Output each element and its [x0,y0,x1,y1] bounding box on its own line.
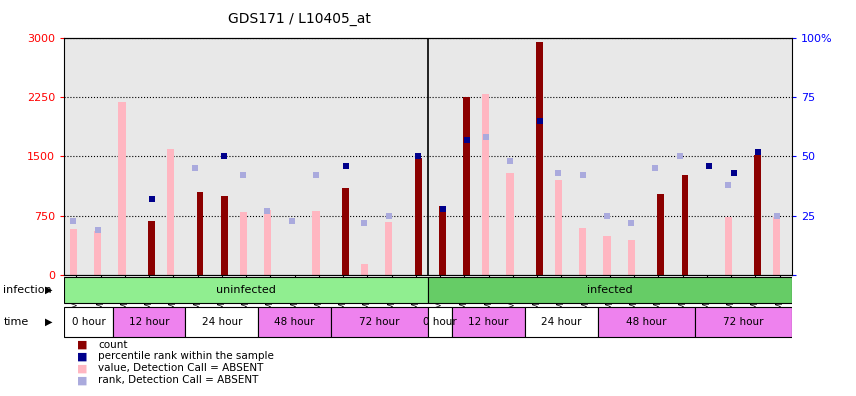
Text: infected: infected [587,285,633,295]
Text: count: count [98,339,128,350]
Bar [773,217,781,275]
Bar [240,212,247,275]
Bar [681,175,688,275]
Text: 24 hour: 24 hour [202,317,242,327]
Bar [264,210,271,275]
Text: 0 hour: 0 hour [72,317,105,327]
Bar [597,307,695,337]
Bar [695,307,792,337]
Bar [555,180,562,275]
Bar [725,217,732,275]
Bar [452,307,525,337]
Bar [118,102,126,275]
Text: 24 hour: 24 hour [541,317,581,327]
Bar [482,94,490,275]
Text: 12 hour: 12 hour [468,317,508,327]
Bar [70,229,77,275]
Bar [754,155,761,275]
Text: ■: ■ [77,363,87,373]
Text: 48 hour: 48 hour [626,317,667,327]
Bar [94,231,101,275]
Text: ▶: ▶ [45,285,52,295]
Bar [385,222,392,275]
Bar [221,196,228,275]
Text: 48 hour: 48 hour [275,317,315,327]
Text: ▶: ▶ [45,317,52,327]
Bar [342,188,349,275]
Text: ■: ■ [77,351,87,362]
Bar [186,307,259,337]
Bar [259,307,331,337]
Bar [627,240,635,275]
Bar [361,264,368,275]
Bar [603,236,610,275]
Text: 0 hour: 0 hour [423,317,457,327]
Text: infection: infection [3,285,52,295]
Bar [312,211,319,275]
Text: value, Detection Call = ABSENT: value, Detection Call = ABSENT [98,363,264,373]
Bar [580,228,586,275]
Bar [197,192,204,275]
Bar [657,194,664,275]
Text: percentile rank within the sample: percentile rank within the sample [98,351,274,362]
Text: rank, Detection Call = ABSENT: rank, Detection Call = ABSENT [98,375,259,385]
Bar [428,307,452,337]
Bar [148,221,155,275]
Bar [439,206,446,275]
Text: uninfected: uninfected [217,285,276,295]
Text: GDS171 / L10405_at: GDS171 / L10405_at [229,12,371,26]
Bar [113,307,186,337]
Bar [536,42,543,275]
Bar [331,307,428,337]
Bar [463,97,470,275]
Text: time: time [3,317,28,327]
Bar [167,149,174,275]
Bar [525,307,597,337]
Text: ■: ■ [77,339,87,350]
Bar [64,277,428,303]
Bar [64,307,113,337]
Bar [428,277,792,303]
Text: 72 hour: 72 hour [723,317,764,327]
Text: 72 hour: 72 hour [360,317,400,327]
Text: 12 hour: 12 hour [129,317,169,327]
Text: ■: ■ [77,375,87,385]
Bar [415,158,422,275]
Bar [507,173,514,275]
